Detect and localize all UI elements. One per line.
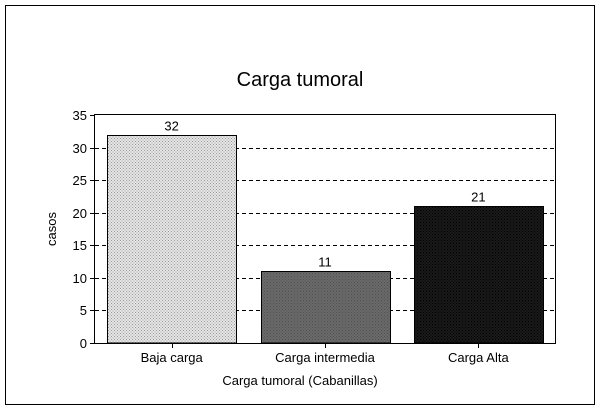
y-tick-label: 15 (73, 238, 87, 253)
y-tick-label: 20 (73, 206, 87, 221)
bar (414, 206, 544, 344)
y-tick-label: 25 (73, 173, 87, 188)
bars: 32 11 21 (107, 119, 544, 344)
bar-value-label: 11 (318, 255, 332, 270)
x-tick-label: Baja carga (141, 350, 204, 365)
y-tick-label: 5 (80, 303, 87, 318)
x-tick-label: Carga Alta (448, 350, 509, 365)
y-tick-label: 30 (73, 141, 87, 156)
bar-value-label: 32 (164, 119, 178, 134)
x-axis-label: Carga tumoral (Cabanillas) (222, 373, 377, 388)
y-tick-label: 35 (73, 108, 87, 123)
chart-title: Carga tumoral (237, 69, 364, 91)
bar (107, 135, 237, 344)
y-tick-label: 0 (80, 336, 87, 351)
x-tick-label: Carga intermedia (275, 350, 375, 365)
bar-value-label: 21 (471, 190, 485, 205)
y-tick-label: 10 (73, 271, 87, 286)
y-axis-ticks: 0 5 10 15 20 25 30 35 (73, 108, 95, 351)
bar (261, 271, 391, 344)
x-axis-ticks: Baja carga Carga intermedia Carga Alta (141, 343, 509, 365)
y-axis-label: casos (44, 212, 59, 246)
